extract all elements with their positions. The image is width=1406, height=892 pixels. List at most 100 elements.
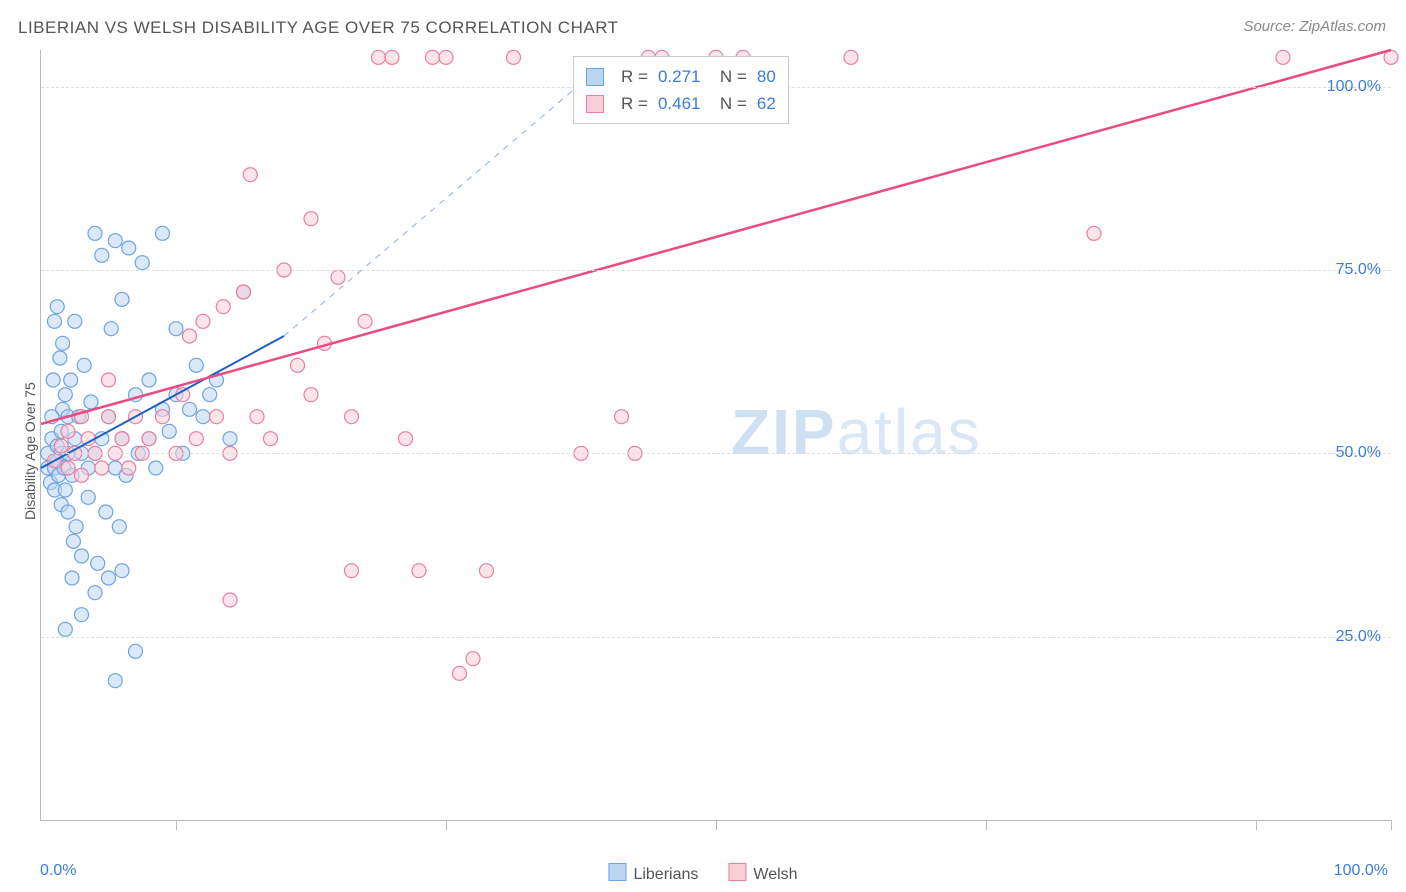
legend-bottom: Liberians Welsh (608, 863, 797, 884)
data-point (108, 234, 122, 248)
y-tick-label: 50.0% (1336, 444, 1381, 462)
stats-n-label: N = (710, 90, 746, 117)
data-point (189, 358, 203, 372)
data-point (122, 241, 136, 255)
data-point (291, 358, 305, 372)
data-point (104, 322, 118, 336)
data-point (189, 432, 203, 446)
stats-r-value-liberians: 0.271 (658, 63, 701, 90)
data-point (142, 373, 156, 387)
data-point (480, 564, 494, 578)
data-point (102, 410, 116, 424)
data-point (372, 50, 386, 64)
data-point (507, 50, 521, 64)
data-point (196, 410, 210, 424)
swatch-liberians (586, 68, 604, 86)
y-axis-label: Disability Age Over 75 (22, 382, 38, 520)
data-point (77, 358, 91, 372)
data-point (304, 388, 318, 402)
y-tick-label: 100.0% (1327, 78, 1381, 96)
stats-n-value-welsh: 62 (757, 90, 776, 117)
data-point (58, 622, 72, 636)
data-point (58, 483, 72, 497)
data-point (115, 564, 129, 578)
legend-label-welsh: Welsh (753, 866, 797, 883)
data-point (46, 373, 60, 387)
data-point (210, 410, 224, 424)
source-attribution: Source: ZipAtlas.com (1243, 18, 1386, 35)
data-point (66, 534, 80, 548)
data-point (439, 50, 453, 64)
data-point (115, 292, 129, 306)
legend-item-welsh: Welsh (728, 863, 797, 884)
data-point (216, 300, 230, 314)
legend-swatch-liberians (608, 863, 626, 881)
data-point (142, 432, 156, 446)
correlation-stats-box: R = 0.271 N = 80 R = 0.461 N = 62 (573, 56, 789, 124)
data-point (223, 432, 237, 446)
data-point (183, 329, 197, 343)
data-point (68, 314, 82, 328)
stats-row-welsh: R = 0.461 N = 62 (586, 90, 776, 117)
data-point (75, 468, 89, 482)
legend-swatch-welsh (728, 863, 746, 881)
data-point (223, 593, 237, 607)
data-point (61, 424, 75, 438)
data-point (162, 424, 176, 438)
data-point (58, 388, 72, 402)
data-point (135, 256, 149, 270)
data-point (102, 373, 116, 387)
regression-line-extension (284, 72, 595, 336)
data-point (615, 410, 629, 424)
stats-r-label: R = (621, 90, 648, 117)
data-point (385, 50, 399, 64)
chart-container: LIBERIAN VS WELSH DISABILITY AGE OVER 75… (0, 0, 1406, 892)
data-point (149, 461, 163, 475)
y-tick-label: 25.0% (1336, 628, 1381, 646)
data-point (91, 556, 105, 570)
stats-r-label: R = (621, 63, 648, 90)
data-point (88, 226, 102, 240)
scatter-svg (41, 50, 1391, 820)
stats-n-label: N = (710, 63, 746, 90)
data-point (345, 410, 359, 424)
data-point (304, 212, 318, 226)
data-point (264, 432, 278, 446)
data-point (237, 285, 251, 299)
data-point (183, 402, 197, 416)
data-point (75, 549, 89, 563)
data-point (122, 461, 136, 475)
data-point (1276, 50, 1290, 64)
plot-area: ZIPatlas 25.0%50.0%75.0%100.0% R = 0.271… (40, 50, 1391, 821)
data-point (169, 322, 183, 336)
stats-r-value-welsh: 0.461 (658, 90, 701, 117)
data-point (99, 505, 113, 519)
data-point (412, 564, 426, 578)
data-point (331, 270, 345, 284)
data-point (844, 50, 858, 64)
data-point (69, 520, 83, 534)
data-point (95, 461, 109, 475)
data-point (65, 571, 79, 585)
data-point (81, 490, 95, 504)
data-point (112, 520, 126, 534)
stats-n-value-liberians: 80 (757, 63, 776, 90)
swatch-welsh (586, 95, 604, 113)
data-point (156, 226, 170, 240)
data-point (61, 461, 75, 475)
data-point (102, 571, 116, 585)
data-point (84, 395, 98, 409)
data-point (48, 314, 62, 328)
legend-item-liberians: Liberians (608, 863, 698, 884)
data-point (399, 432, 413, 446)
data-point (250, 410, 264, 424)
x-axis-max-label: 100.0% (1334, 862, 1388, 880)
chart-title: LIBERIAN VS WELSH DISABILITY AGE OVER 75… (18, 18, 619, 38)
data-point (358, 314, 372, 328)
data-point (54, 439, 68, 453)
data-point (156, 410, 170, 424)
data-point (129, 644, 143, 658)
data-point (115, 432, 129, 446)
data-point (64, 373, 78, 387)
data-point (50, 300, 64, 314)
